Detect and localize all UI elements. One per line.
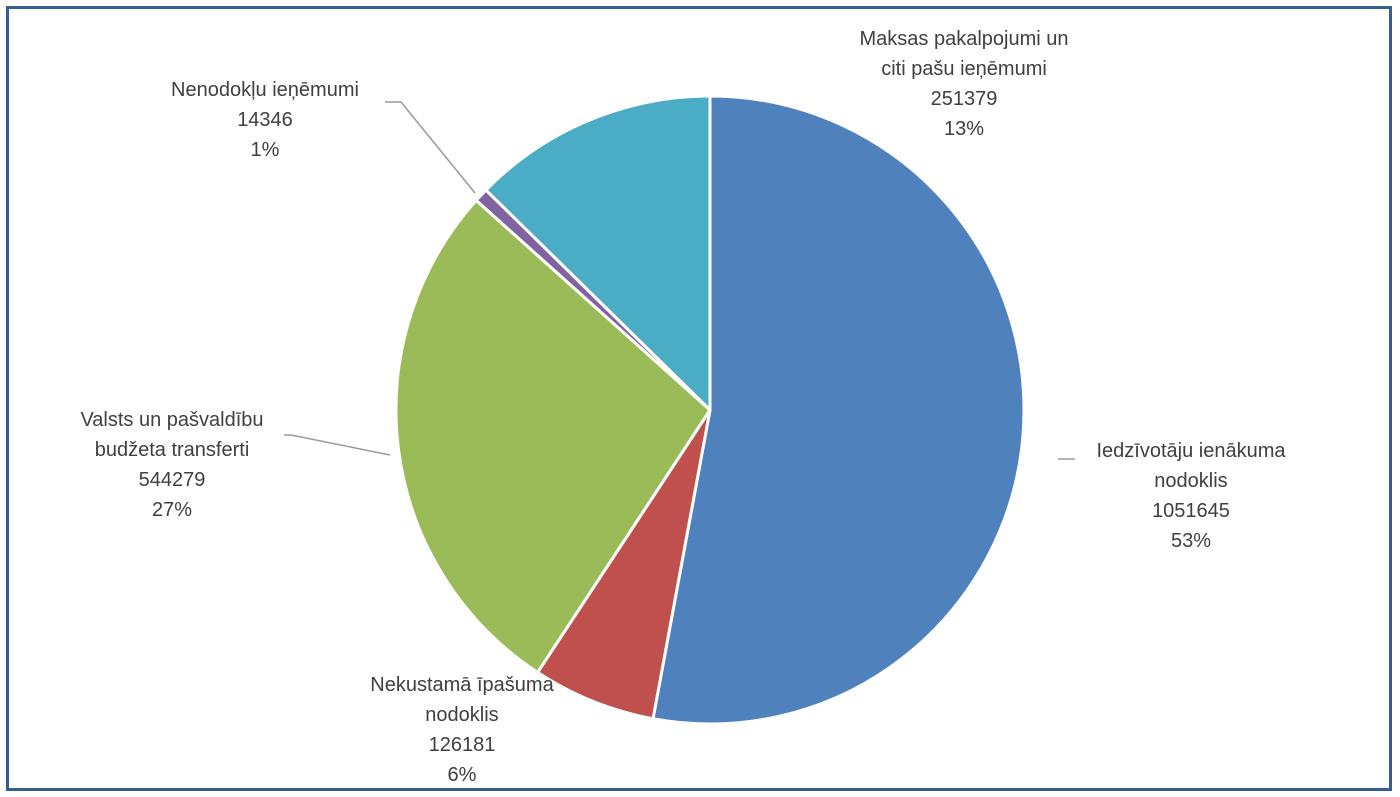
data-label-2-percent: 27% [152, 499, 192, 521]
data-labels: Iedzīvotāju ienākuma nodoklis 1051645 53% Ne… [80, 28, 1286, 786]
pie-slice-2 [394, 198, 712, 674]
pie-slices [394, 94, 1026, 726]
data-label-1-name-line-1: nodoklis [425, 704, 498, 726]
leader-lines [284, 101, 1075, 460]
data-label-2-value: 544279 [139, 469, 206, 491]
data-label-0-name-line-1: nodoklis [1154, 470, 1227, 492]
data-label-3-value: 14346 [237, 109, 293, 131]
data-label-4: Maksas pakalpojumi un citi pašu ieņēmumi 2… [860, 28, 1069, 140]
data-label-0-percent: 53% [1171, 530, 1211, 552]
leader-line-2 [284, 434, 391, 456]
data-label-1-value: 126181 [429, 734, 496, 756]
pie-chart: Iedzīvotāju ienākuma nodoklis 1051645 53% Ne… [80, 28, 1286, 786]
pie-slice-0 [651, 94, 1026, 726]
data-label-1-name-line-0: Nekustamā īpašuma [370, 674, 554, 696]
data-label-4-percent: 13% [944, 118, 984, 140]
data-label-4-value: 251379 [931, 88, 998, 110]
data-label-2: Valsts un pašvaldību budžeta transferti 54… [80, 409, 263, 521]
data-label-1: Nekustamā īpašuma nodoklis 126181 6% [370, 674, 554, 786]
data-label-0-value: 1051645 [1152, 500, 1230, 522]
leader-line-3 [385, 101, 476, 194]
data-label-0: Iedzīvotāju ienākuma nodoklis 1051645 53% [1096, 440, 1286, 552]
data-label-3-percent: 1% [251, 139, 280, 161]
data-label-4-name-line-1: citi pašu ieņēmumi [881, 58, 1047, 80]
data-label-2-name-line-1: budžeta transferti [95, 439, 250, 461]
data-label-3: Nenodokļu ieņēmumi 14346 1% [171, 79, 359, 161]
data-label-4-name-line-0: Maksas pakalpojumi un [860, 28, 1069, 50]
chart-frame: Iedzīvotāju ienākuma nodoklis 1051645 53% Ne… [6, 6, 1392, 791]
pie-slice-4 [484, 94, 712, 412]
data-label-3-name-line-0: Nenodokļu ieņēmumi [171, 79, 359, 101]
pie-slice-1 [536, 408, 712, 721]
data-label-0-name-line-0: Iedzīvotāju ienākuma [1096, 440, 1286, 462]
data-label-2-name-line-0: Valsts un pašvaldību [80, 409, 263, 431]
data-label-1-percent: 6% [448, 764, 477, 786]
